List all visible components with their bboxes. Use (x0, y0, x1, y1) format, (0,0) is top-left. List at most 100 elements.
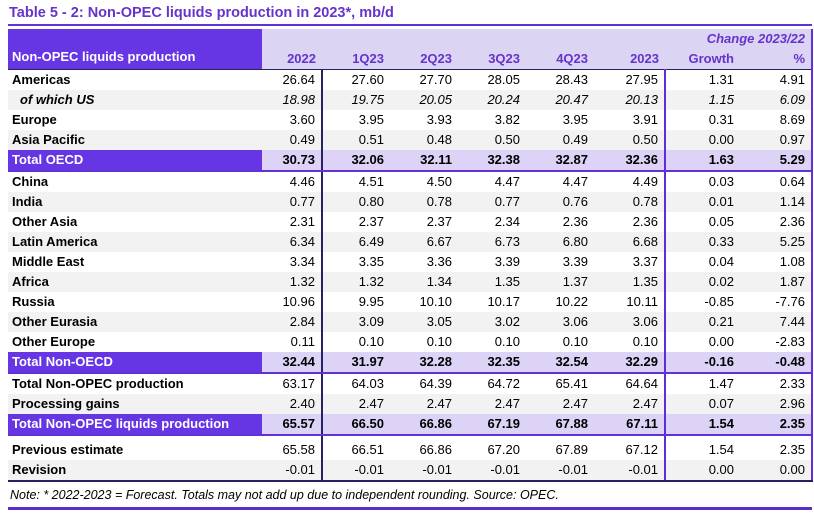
row-label: Processing gains (8, 394, 262, 414)
cell-3q23: 1.35 (458, 272, 526, 292)
cell-2022: 26.64 (262, 69, 323, 90)
cell-2023: 2.47 (594, 394, 666, 414)
cell-2023: 32.29 (594, 352, 666, 374)
cell-2022: 18.98 (262, 90, 323, 110)
cell-1q23: 9.95 (358, 294, 384, 309)
table-row: Revision -0.01 -0.01 -0.01 -0.01 -0.01 -0.01 0.… (8, 460, 813, 482)
cell--: -7.76 (740, 292, 813, 312)
cell-3q23: 2.47 (458, 394, 526, 414)
cell--: 2.35 (740, 440, 813, 460)
cell-2023: 6.68 (594, 232, 666, 252)
table-row: Total Non-OECD 32.44 31.97 32.28 32.35 32.54 3… (8, 352, 813, 374)
cell-1q23: 3.09 (322, 312, 390, 332)
cell-4q23: -0.01 (526, 460, 594, 482)
cell-growth: 1.15 (665, 90, 740, 110)
cell-4q23: 1.37 (526, 272, 594, 292)
row-label: Total OECD (8, 150, 262, 172)
cell-2022: 30.73 (262, 150, 323, 172)
cell-growth: 0.04 (708, 254, 734, 269)
spacer-cell (262, 435, 323, 440)
cell-growth: -0.16 (665, 352, 740, 374)
table-row: Total OECD 30.73 32.06 32.11 32.38 32.87 32.36… (8, 150, 813, 172)
table-row: Africa 1.32 1.32 1.34 1.35 1.37 1.35 0.02 1.87 (8, 272, 813, 292)
cell--: 0.64 (740, 171, 813, 192)
cell-2q23: 6.67 (390, 232, 458, 252)
cell-4q23: 2.47 (526, 394, 594, 414)
cell--: 2.36 (740, 212, 813, 232)
cell-4q23: 67.88 (526, 414, 594, 436)
cell-2023: -0.01 (594, 460, 666, 482)
cell-4q23: 0.10 (562, 334, 588, 349)
cell-2q23: 2.37 (426, 214, 452, 229)
row-label: Africa (8, 272, 262, 292)
table-row: Asia Pacific 0.49 0.51 0.48 0.50 0.49 0.50 0.00… (8, 130, 813, 150)
table-row: Other Eurasia 2.84 3.09 3.05 3.02 3.06 3.06 0.2… (8, 312, 813, 332)
cell--: 5.29 (740, 150, 813, 172)
cell-2022: 32.44 (262, 352, 323, 374)
cell-4q23: 67.89 (555, 442, 588, 457)
column-header-growth: Growth (665, 49, 740, 70)
cell-growth: 0.02 (665, 272, 740, 292)
cell-growth: 0.31 (708, 112, 734, 127)
cell-4q23: 3.95 (562, 112, 588, 127)
cell--: -0.48 (740, 352, 813, 374)
cell-2023: 1.35 (594, 272, 666, 292)
cell-3q23: 3.82 (494, 112, 520, 127)
cell-3q23: 32.35 (458, 352, 526, 374)
cell--: 6.09 (740, 90, 813, 110)
spacer-row (8, 435, 813, 440)
cell-1q23: 0.10 (358, 334, 384, 349)
cell-growth: 0.07 (665, 394, 740, 414)
cell-3q23: -0.01 (458, 460, 526, 482)
row-label: of which US (8, 90, 262, 110)
change-header-row: Non-OPEC liquids production Change 2023/… (8, 29, 813, 70)
cell-growth: 0.05 (708, 214, 734, 229)
cell-2022: 65.57 (262, 414, 323, 436)
cell-2q23: 27.70 (419, 72, 452, 87)
table-row: Latin America 6.34 6.49 6.67 6.73 6.80 6.68 0.3… (8, 232, 813, 252)
cell-3q23: 20.24 (458, 90, 526, 110)
cell-growth: 0.03 (708, 174, 734, 189)
cell-1q23: 4.51 (358, 174, 384, 189)
cell-1q23: -0.01 (322, 460, 390, 482)
row-label: Asia Pacific (8, 130, 262, 150)
table-row: of which US 18.98 19.75 20.05 20.24 20.47 20.1… (8, 90, 813, 110)
cell-growth: 0.00 (665, 460, 740, 482)
cell-2022: 3.60 (262, 110, 323, 130)
spacer-cell (740, 435, 813, 440)
cell-4q23: 32.87 (526, 150, 594, 172)
table-title: Table 5 - 2: Non-OPEC liquids production… (8, 2, 812, 26)
table-row: Total Non-OPEC production 63.17 64.03 64.39… (8, 373, 813, 394)
cell--: 4.91 (740, 69, 813, 90)
table-row: Processing gains 2.40 2.47 2.47 2.47 2.47 2.47… (8, 394, 813, 414)
table-row: Previous estimate 65.58 66.51 66.86 67.20 67.… (8, 440, 813, 460)
cell-growth: 0.00 (708, 334, 734, 349)
row-label: Total Non-OPEC liquids production (8, 414, 262, 436)
cell-2022: 2.31 (262, 212, 323, 232)
cell-1q23: 32.06 (322, 150, 390, 172)
cell-4q23: 65.41 (555, 376, 588, 391)
column-header-2q23: 2Q23 (390, 49, 458, 70)
column-header-row: 2022 1Q23 2Q23 3Q23 4Q23 2023 Growth% (8, 49, 813, 70)
row-label: Total Non-OECD (8, 352, 262, 374)
cell-2022: 63.17 (262, 373, 323, 394)
spacer-cell (458, 435, 526, 440)
cell-growth: 1.31 (708, 72, 734, 87)
column-header-1q23: 1Q23 (322, 49, 390, 70)
cell-2023: 20.13 (594, 90, 666, 110)
cell-growth: 0.01 (665, 192, 740, 212)
cell-2022: -0.01 (262, 460, 323, 482)
cell-2022: 2.84 (262, 312, 323, 332)
cell-2q23: 3.93 (426, 112, 452, 127)
column-header-2023: 2023 (594, 49, 665, 70)
row-label: China (12, 174, 49, 189)
spacer-cell (526, 435, 594, 440)
cell-4q23: 0.76 (526, 192, 594, 212)
change-header: Change 2023/22 (665, 29, 813, 49)
cell-1q23: 6.49 (322, 232, 390, 252)
cell-1q23: 3.95 (358, 112, 384, 127)
cell-2023: 3.91 (594, 110, 666, 130)
cell-2q23: 0.78 (390, 192, 458, 212)
row-label: Other Eurasia (8, 312, 262, 332)
cell-2q23: 4.50 (426, 174, 452, 189)
